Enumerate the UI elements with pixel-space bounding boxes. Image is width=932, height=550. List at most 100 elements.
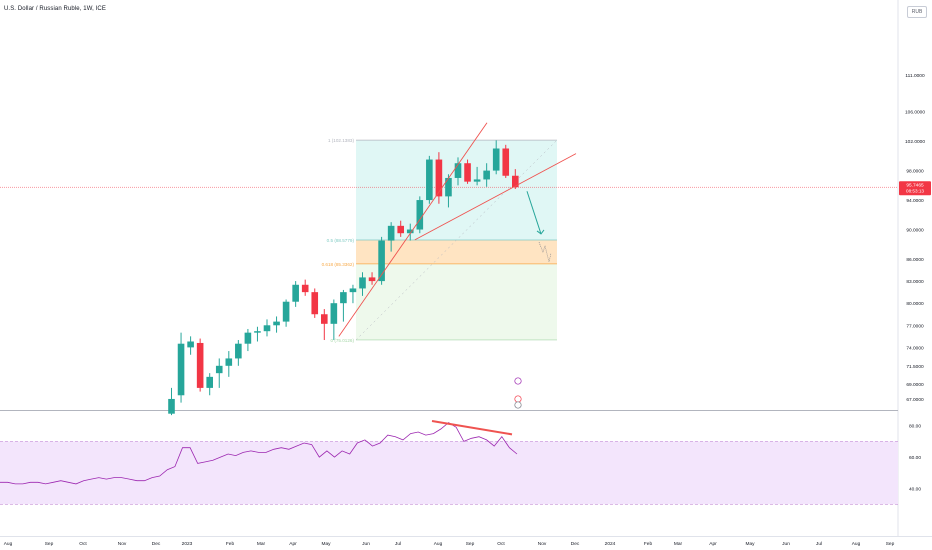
candle-body xyxy=(340,292,347,304)
time-axis-label: Sep xyxy=(466,541,475,547)
candle-body xyxy=(225,358,233,366)
time-axis-label: Feb xyxy=(644,541,653,547)
time-axis-label: Nov xyxy=(118,541,127,547)
time-axis-label: Mar xyxy=(257,541,266,547)
candle-body xyxy=(483,170,490,180)
candle-body xyxy=(235,343,242,359)
candle-body xyxy=(349,288,357,293)
time-axis-label: Oct xyxy=(497,541,505,547)
time-axis-label: Jun xyxy=(782,541,790,547)
price-axis-label: 67.0000 xyxy=(906,397,924,403)
rsi-axis-label: 80.00 xyxy=(909,424,921,430)
candle-body xyxy=(330,303,338,324)
projection-arrow-head xyxy=(536,229,545,235)
time-axis-label: Sep xyxy=(886,541,895,547)
fib-zone-upper xyxy=(356,140,557,241)
candle-body xyxy=(512,175,519,188)
time-axis-label: Nov xyxy=(538,541,547,547)
price-axis-label: 111.0000 xyxy=(905,73,925,79)
price-axis-label: 86.0000 xyxy=(906,257,924,263)
time-axis-label: Dec xyxy=(152,541,161,547)
time-axis-label: 2024 xyxy=(605,541,616,547)
price-axis-label: 106.0000 xyxy=(905,110,925,116)
time-axis-label: Feb xyxy=(226,541,235,547)
fib-zone-golden xyxy=(356,240,557,264)
candle-body xyxy=(416,200,424,230)
candle-body xyxy=(187,341,194,348)
time-axis-label: Sep xyxy=(45,541,54,547)
rsi-axis-label: 60.00 xyxy=(909,455,921,461)
candle-body xyxy=(263,325,271,332)
time-axis-label: Apr xyxy=(709,541,717,547)
price-axis-label: 71.5000 xyxy=(906,364,924,370)
time-axis-label: Aug xyxy=(434,541,443,547)
candle-body xyxy=(368,277,376,282)
candle-body xyxy=(473,179,481,182)
candle-body xyxy=(244,332,252,344)
candle-body xyxy=(292,284,299,302)
time-axis-label: Apr xyxy=(289,541,297,547)
candle-body xyxy=(464,163,471,182)
dividend-marker-icon xyxy=(514,401,522,409)
fib-level-label: 0.5 (88.5779) xyxy=(327,238,355,243)
candle-body xyxy=(406,229,414,234)
candle-body xyxy=(426,159,433,201)
fib-zone-lower xyxy=(356,263,557,340)
candle-body xyxy=(311,292,319,315)
time-axis-label: Mar xyxy=(674,541,683,547)
candle-body xyxy=(397,225,404,234)
candle-body xyxy=(321,314,328,324)
currency-button[interactable]: RUB xyxy=(907,6,927,18)
event-marker-icon xyxy=(514,377,522,385)
earnings-marker-icon xyxy=(514,395,522,403)
time-axis-label: Jul xyxy=(816,541,822,547)
price-axis-label: 80.0000 xyxy=(906,301,924,307)
price-axis-label: 102.0000 xyxy=(905,139,925,145)
price-axis-label: 83.0000 xyxy=(906,279,924,285)
price-axis-label: 74.0000 xyxy=(906,345,924,351)
rsi-axis-label: 40.00 xyxy=(909,487,921,493)
candle-body xyxy=(359,277,366,289)
fib-level-label: 0.618 (85.3362) xyxy=(322,262,355,267)
trendline-support xyxy=(338,122,488,337)
candle-body xyxy=(435,159,443,197)
time-axis-label: Oct xyxy=(79,541,87,547)
candle-body xyxy=(454,163,462,178)
current-price-countdown: 08:53:13 xyxy=(906,189,924,194)
time-axis-label: May xyxy=(321,541,331,547)
price-axis-label: 90.0000 xyxy=(906,228,924,234)
time-axis-label: Aug xyxy=(4,541,13,547)
time-axis-label: Aug xyxy=(852,541,861,547)
time-axis-label: Dec xyxy=(571,541,580,547)
candle-body xyxy=(215,365,223,374)
price-axis-label: 77.0000 xyxy=(906,323,924,329)
candle-body xyxy=(445,177,452,197)
candle-body xyxy=(378,240,385,282)
candle-body xyxy=(206,376,213,388)
projection-arrow-line xyxy=(526,191,542,235)
rsi-band-fill xyxy=(0,441,898,505)
candle-body xyxy=(168,398,175,414)
chart-title: U.S. Dollar / Russian Ruble, 1W, ICE xyxy=(4,6,106,12)
time-axis-label: May xyxy=(745,541,755,547)
trendline-rising-wedge xyxy=(414,153,577,241)
price-axis-label: 98.0000 xyxy=(906,169,924,175)
time-axis-label: Jul xyxy=(395,541,401,547)
price-axis-label: 94.0000 xyxy=(906,198,924,204)
candle-body xyxy=(196,342,204,388)
candle-body xyxy=(492,148,500,171)
candle-body xyxy=(301,284,309,293)
candle-body xyxy=(273,321,280,326)
candle-body xyxy=(177,343,185,396)
fib-level-label: 1 (102.1383) xyxy=(328,138,355,143)
time-axis-label: 2023 xyxy=(182,541,193,547)
candle-body xyxy=(282,301,290,322)
rsi-line xyxy=(0,422,518,485)
candle-body xyxy=(387,225,395,241)
rsi-divergence-line xyxy=(431,420,513,436)
fib-level-label: 0 (75.0126) xyxy=(331,338,355,343)
candle-body xyxy=(502,148,510,176)
time-axis-label: Jun xyxy=(362,541,370,547)
